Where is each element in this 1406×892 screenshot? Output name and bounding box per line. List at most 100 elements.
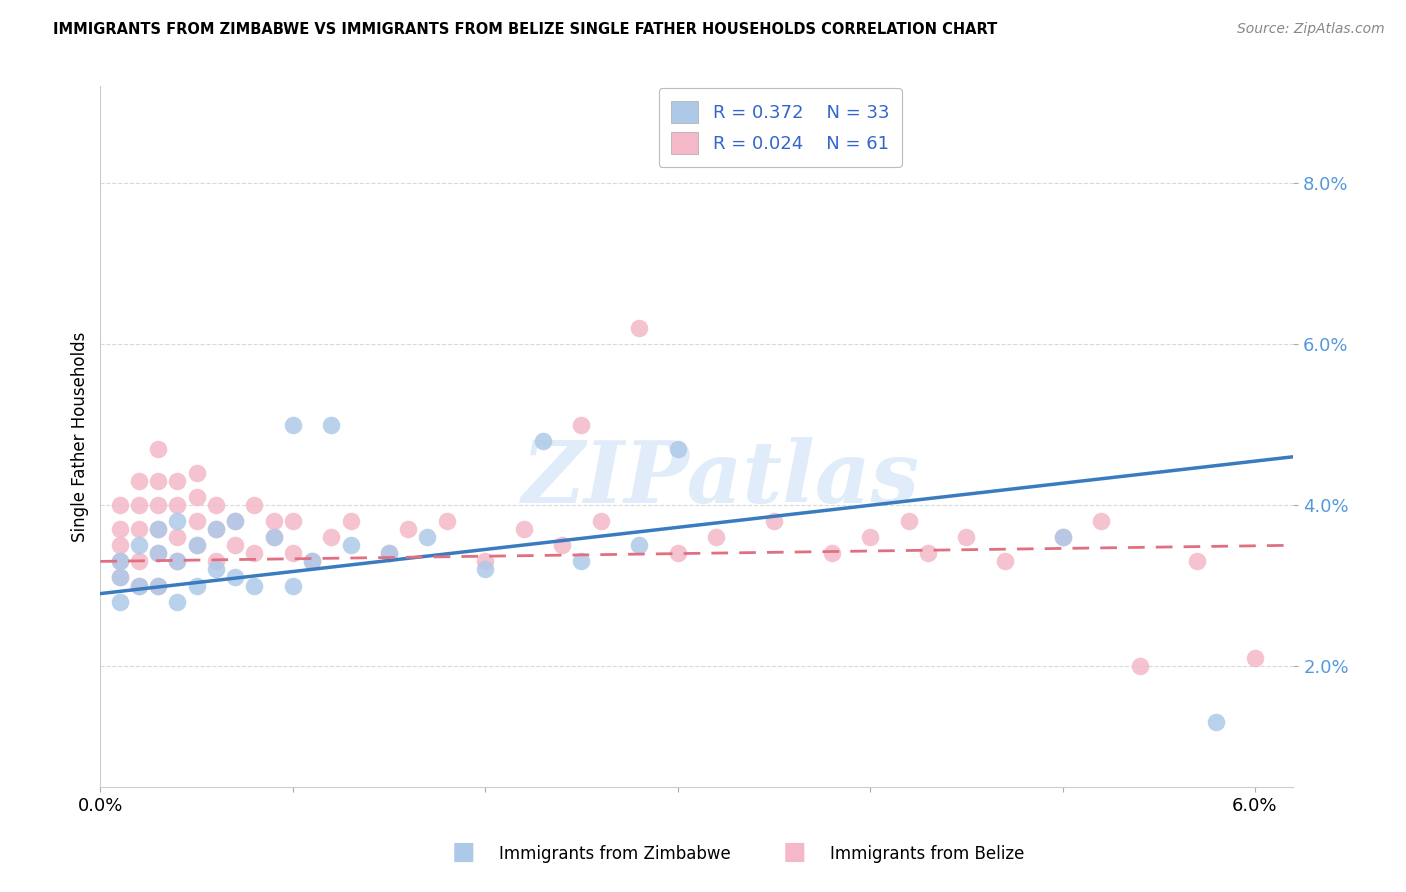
Point bbox=[204, 522, 226, 536]
Point bbox=[820, 546, 842, 560]
Point bbox=[1128, 659, 1150, 673]
Point bbox=[166, 594, 188, 608]
Point bbox=[243, 578, 266, 592]
Point bbox=[263, 530, 285, 544]
Point bbox=[166, 498, 188, 512]
Text: ■: ■ bbox=[453, 839, 475, 863]
Point bbox=[301, 554, 323, 568]
Point bbox=[186, 578, 208, 592]
Point bbox=[108, 554, 131, 568]
Point bbox=[146, 546, 169, 560]
Point bbox=[531, 434, 554, 448]
Point bbox=[339, 514, 361, 528]
Point bbox=[108, 498, 131, 512]
Point bbox=[146, 442, 169, 456]
Text: Immigrants from Zimbabwe: Immigrants from Zimbabwe bbox=[499, 846, 731, 863]
Point bbox=[128, 498, 150, 512]
Text: Source: ZipAtlas.com: Source: ZipAtlas.com bbox=[1237, 22, 1385, 37]
Point bbox=[917, 546, 939, 560]
Point bbox=[436, 514, 458, 528]
Point bbox=[166, 514, 188, 528]
Point bbox=[666, 442, 689, 456]
Point bbox=[166, 554, 188, 568]
Text: IMMIGRANTS FROM ZIMBABWE VS IMMIGRANTS FROM BELIZE SINGLE FATHER HOUSEHOLDS CORR: IMMIGRANTS FROM ZIMBABWE VS IMMIGRANTS F… bbox=[53, 22, 998, 37]
Point bbox=[339, 538, 361, 552]
Point bbox=[281, 546, 304, 560]
Point bbox=[589, 514, 612, 528]
Point bbox=[186, 538, 208, 552]
Point bbox=[166, 530, 188, 544]
Point bbox=[281, 514, 304, 528]
Legend: R = 0.372    N = 33, R = 0.024    N = 61: R = 0.372 N = 33, R = 0.024 N = 61 bbox=[659, 88, 903, 167]
Point bbox=[243, 498, 266, 512]
Point bbox=[146, 522, 169, 536]
Point bbox=[474, 562, 496, 576]
Point bbox=[321, 417, 343, 432]
Point bbox=[474, 554, 496, 568]
Point bbox=[263, 514, 285, 528]
Point bbox=[186, 514, 208, 528]
Point bbox=[128, 474, 150, 488]
Point bbox=[281, 578, 304, 592]
Point bbox=[321, 530, 343, 544]
Point bbox=[628, 321, 651, 335]
Point bbox=[186, 538, 208, 552]
Point bbox=[128, 522, 150, 536]
Point bbox=[224, 514, 246, 528]
Point bbox=[146, 474, 169, 488]
Point bbox=[204, 562, 226, 576]
Point bbox=[571, 554, 593, 568]
Text: Immigrants from Belize: Immigrants from Belize bbox=[830, 846, 1024, 863]
Point bbox=[166, 474, 188, 488]
Point bbox=[628, 538, 651, 552]
Point bbox=[762, 514, 785, 528]
Point bbox=[551, 538, 574, 552]
Point bbox=[146, 522, 169, 536]
Point bbox=[108, 594, 131, 608]
Point bbox=[146, 546, 169, 560]
Text: ZIPatlas: ZIPatlas bbox=[522, 437, 920, 520]
Y-axis label: Single Father Households: Single Father Households bbox=[72, 332, 89, 541]
Point bbox=[416, 530, 439, 544]
Point bbox=[204, 554, 226, 568]
Point bbox=[204, 522, 226, 536]
Point bbox=[396, 522, 419, 536]
Point bbox=[571, 417, 593, 432]
Point bbox=[108, 554, 131, 568]
Point bbox=[128, 578, 150, 592]
Point bbox=[166, 554, 188, 568]
Point bbox=[301, 554, 323, 568]
Point bbox=[955, 530, 977, 544]
Point bbox=[128, 578, 150, 592]
Point bbox=[1205, 715, 1227, 730]
Point bbox=[146, 578, 169, 592]
Point bbox=[146, 498, 169, 512]
Point bbox=[224, 538, 246, 552]
Point bbox=[378, 546, 401, 560]
Point bbox=[994, 554, 1017, 568]
Point bbox=[204, 498, 226, 512]
Point bbox=[108, 522, 131, 536]
Point bbox=[897, 514, 920, 528]
Point bbox=[1052, 530, 1074, 544]
Point bbox=[224, 514, 246, 528]
Point bbox=[186, 466, 208, 480]
Point bbox=[108, 570, 131, 584]
Point bbox=[1244, 651, 1267, 665]
Point bbox=[108, 570, 131, 584]
Point bbox=[224, 570, 246, 584]
Point bbox=[1187, 554, 1209, 568]
Point bbox=[128, 554, 150, 568]
Point bbox=[146, 578, 169, 592]
Point bbox=[186, 490, 208, 504]
Point bbox=[128, 538, 150, 552]
Point bbox=[243, 546, 266, 560]
Point bbox=[859, 530, 882, 544]
Point bbox=[666, 546, 689, 560]
Point bbox=[108, 538, 131, 552]
Text: ■: ■ bbox=[783, 839, 806, 863]
Point bbox=[1090, 514, 1112, 528]
Point bbox=[704, 530, 727, 544]
Point bbox=[1052, 530, 1074, 544]
Point bbox=[263, 530, 285, 544]
